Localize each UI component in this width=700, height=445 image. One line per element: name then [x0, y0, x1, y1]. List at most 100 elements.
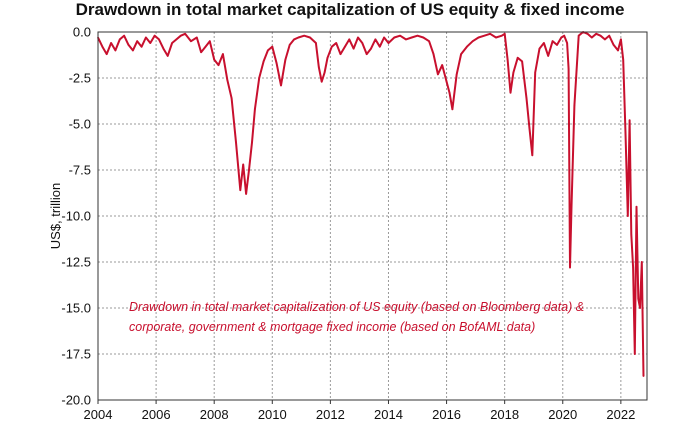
data-point: [627, 215, 629, 217]
data-point: [525, 97, 528, 99]
data-point: [393, 36, 396, 39]
data-point: [162, 47, 165, 50]
data-point: [604, 38, 606, 41]
data-point: [370, 47, 372, 50]
x-tick-label: 2006: [142, 407, 171, 422]
data-point: [217, 64, 220, 66]
data-point: [451, 108, 454, 111]
annotation-text: Drawdown in total market capitalization …: [129, 300, 584, 334]
data-point: [303, 34, 306, 37]
data-point: [635, 206, 638, 208]
data-point: [119, 38, 121, 41]
data-point: [226, 79, 229, 81]
data-point: [105, 53, 108, 55]
data-point: [348, 38, 351, 41]
data-point: [267, 49, 269, 52]
data-point: [538, 47, 541, 50]
data-point: [595, 33, 597, 35]
data-point: [477, 36, 480, 39]
data-point: [318, 66, 320, 68]
data-point: [383, 36, 385, 39]
data-point: [254, 108, 256, 111]
data-point: [624, 132, 627, 134]
annotation-line-1: Drawdown in total market capitalization …: [129, 300, 584, 314]
data-point: [344, 45, 346, 48]
data-point: [569, 266, 571, 269]
data-point: [235, 141, 237, 144]
plot-frame: [97, 31, 648, 401]
data-point: [639, 307, 641, 309]
data-point: [416, 34, 419, 37]
data-point: [239, 189, 242, 191]
x-tick-label: 2008: [200, 407, 229, 422]
data-point: [262, 60, 265, 63]
data-point: [506, 58, 509, 61]
data-point: [516, 57, 519, 59]
data-point: [361, 42, 364, 44]
data-point: [309, 36, 311, 39]
x-tick-label: 2020: [548, 407, 577, 422]
data-point: [230, 97, 233, 99]
data-point: [556, 44, 558, 46]
data-point: [432, 53, 435, 55]
data-point: [374, 38, 377, 41]
data-point: [563, 34, 565, 37]
data-point: [331, 45, 333, 48]
data-point: [335, 42, 338, 44]
x-tick-labels: 2004 2006 2008 2010 2012 2014 2016 2018 2020 2022: [84, 400, 635, 422]
y-tick-label: -17.5: [61, 347, 91, 362]
data-point: [245, 193, 247, 195]
data-point: [242, 163, 244, 166]
x-tick-label: 2004: [84, 407, 113, 422]
data-point: [622, 58, 624, 61]
data-point: [551, 40, 554, 42]
data-point: [547, 55, 549, 57]
data-point: [483, 34, 486, 37]
data-point: [110, 42, 112, 44]
x-tick-label: 2014: [374, 407, 403, 422]
data-point: [190, 40, 192, 42]
data-point: [632, 266, 634, 269]
data-point: [501, 34, 503, 37]
data-point: [445, 80, 448, 83]
data-point: [521, 60, 523, 63]
data-point: [620, 38, 622, 41]
data-point: [560, 36, 563, 39]
series-layer: [97, 31, 645, 377]
data-point: [180, 34, 182, 37]
y-tick-label: -15.0: [61, 301, 91, 316]
data-point: [566, 42, 568, 44]
data-point: [437, 73, 439, 76]
data-point: [288, 44, 291, 46]
data-point: [503, 33, 506, 35]
data-point: [123, 34, 125, 37]
data-point: [222, 53, 224, 55]
y-tick-label: 0.0: [73, 25, 91, 40]
data-point: [573, 104, 576, 107]
data-point: [608, 34, 610, 37]
data-point: [528, 126, 531, 129]
data-point: [471, 40, 474, 42]
data-point: [365, 53, 368, 55]
data-point: [280, 84, 282, 87]
y-axis-label: US$, trillion: [48, 183, 63, 249]
data-point: [251, 141, 253, 144]
data-point: [531, 154, 534, 157]
data-point: [166, 55, 169, 57]
data-point: [140, 45, 143, 48]
data-point: [534, 71, 536, 74]
gridlines: [98, 31, 647, 401]
x-tick-label: 2018: [490, 407, 519, 422]
data-point: [405, 38, 407, 41]
data-point: [599, 34, 602, 37]
y-tick-label: -20.0: [61, 393, 91, 408]
data-point: [339, 53, 342, 55]
data-point: [326, 57, 329, 59]
data-point: [448, 91, 451, 94]
data-point: [577, 34, 580, 37]
data-point: [175, 38, 178, 41]
x-tick-label: 2016: [432, 407, 461, 422]
data-point: [509, 91, 512, 94]
data-point: [149, 42, 152, 44]
data-point: [628, 119, 631, 122]
